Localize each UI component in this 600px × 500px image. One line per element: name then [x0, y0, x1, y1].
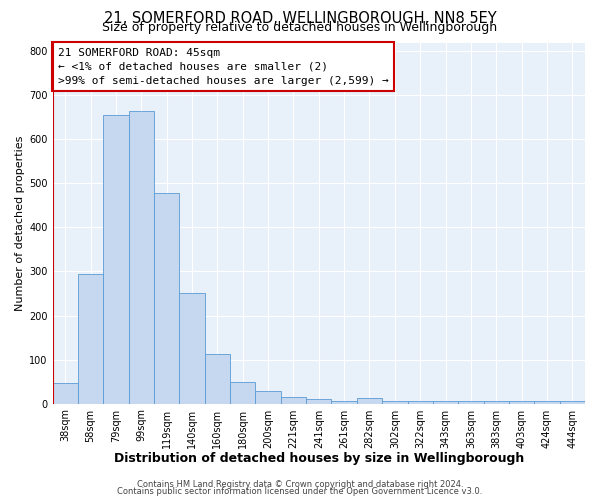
Bar	[509, 402, 534, 404]
Bar	[205, 354, 230, 404]
Bar	[407, 402, 433, 404]
Text: Contains HM Land Registry data © Crown copyright and database right 2024.: Contains HM Land Registry data © Crown c…	[137, 480, 463, 489]
X-axis label: Distribution of detached houses by size in Wellingborough: Distribution of detached houses by size …	[113, 452, 524, 465]
Text: Size of property relative to detached houses in Wellingborough: Size of property relative to detached ho…	[103, 21, 497, 34]
Bar	[331, 402, 357, 404]
Bar	[357, 398, 382, 404]
Bar	[53, 383, 78, 404]
Bar	[154, 193, 179, 404]
Bar	[534, 402, 560, 404]
Bar	[484, 402, 509, 404]
Bar	[433, 402, 458, 404]
Bar	[128, 111, 154, 404]
Text: 21, SOMERFORD ROAD, WELLINGBOROUGH, NN8 5EY: 21, SOMERFORD ROAD, WELLINGBOROUGH, NN8 …	[104, 11, 496, 26]
Bar	[179, 292, 205, 404]
Bar	[458, 402, 484, 404]
Text: Contains public sector information licensed under the Open Government Licence v3: Contains public sector information licen…	[118, 487, 482, 496]
Y-axis label: Number of detached properties: Number of detached properties	[15, 136, 25, 310]
Bar	[230, 382, 256, 404]
Bar	[103, 115, 128, 404]
Bar	[382, 402, 407, 404]
Bar	[281, 397, 306, 404]
Bar	[256, 392, 281, 404]
Text: 21 SOMERFORD ROAD: 45sqm
← <1% of detached houses are smaller (2)
>99% of semi-d: 21 SOMERFORD ROAD: 45sqm ← <1% of detach…	[58, 48, 389, 86]
Bar	[560, 400, 585, 404]
Bar	[306, 399, 331, 404]
Bar	[78, 274, 103, 404]
